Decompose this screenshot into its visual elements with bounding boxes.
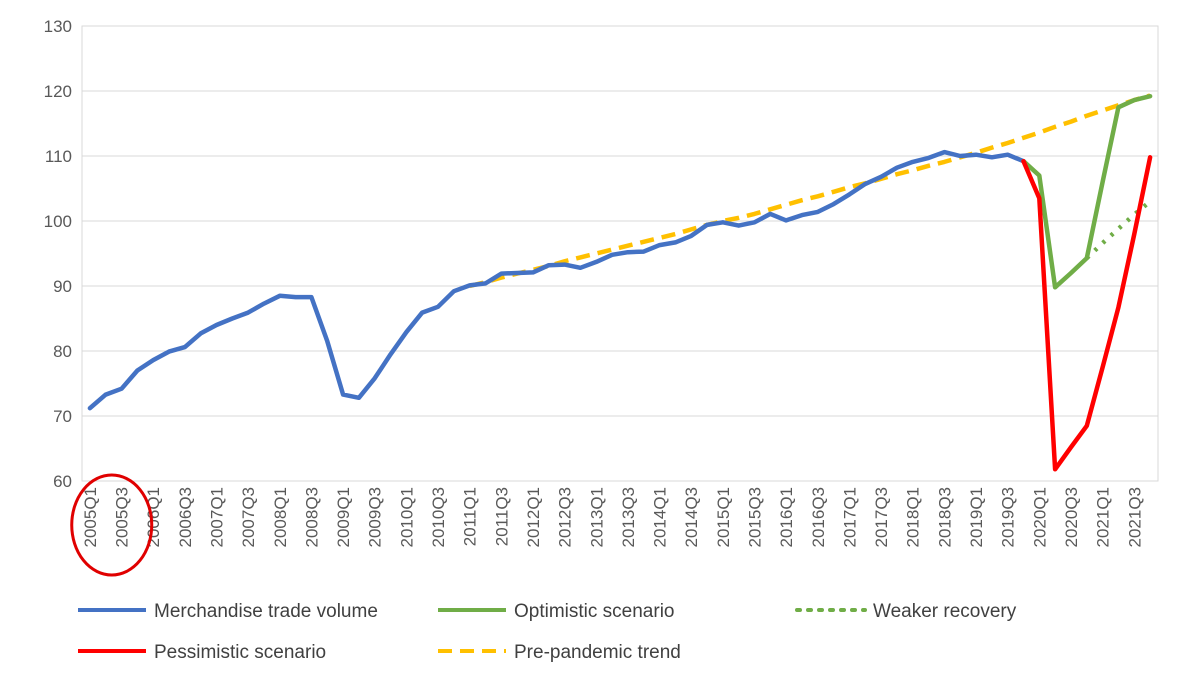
legend-item-pessimistic-scenario: Pessimistic scenario — [78, 642, 326, 663]
legend-label: Weaker recovery — [873, 601, 1017, 622]
x-tick-label: 2017Q1 — [840, 487, 859, 548]
x-tick-label: 2012Q1 — [524, 487, 543, 548]
x-tick-label: 2006Q3 — [176, 487, 195, 548]
y-tick-label: 100 — [44, 212, 72, 231]
series-line-merchandise-trade-volume — [87, 149, 1026, 411]
legend-item-weaker-recovery: Weaker recovery — [795, 601, 1017, 622]
legend-label: Pre-pandemic trend — [514, 642, 681, 663]
legend-item-merchandise-trade-volume: Merchandise trade volume — [78, 601, 378, 622]
y-tick-label: 90 — [53, 277, 72, 296]
x-tick-label: 2014Q3 — [682, 487, 701, 548]
legend-label: Pessimistic scenario — [154, 642, 326, 663]
legend: Merchandise trade volume Optimistic scena… — [78, 601, 1017, 663]
x-tick-label: 2010Q3 — [429, 487, 448, 548]
x-tick-label: 2015Q1 — [714, 487, 733, 548]
x-tick-label: 2018Q3 — [935, 487, 954, 548]
x-tick-label: 2021Q3 — [1125, 487, 1144, 548]
x-tick-label: 2011Q1 — [461, 487, 480, 546]
y-tick-label: 70 — [53, 407, 72, 426]
x-tick-label: 2020Q1 — [1030, 487, 1049, 548]
legend-item-pre-pandemic-trend: Pre-pandemic trend — [438, 642, 681, 663]
y-tick-label: 120 — [44, 82, 72, 101]
legend-item-optimistic-scenario: Optimistic scenario — [438, 601, 675, 622]
x-tick-label: 2005Q1 — [81, 487, 100, 548]
x-tick-label: 2015Q3 — [746, 487, 765, 548]
x-tick-label: 2016Q3 — [809, 487, 828, 548]
x-tick-label: 2016Q1 — [777, 487, 796, 548]
y-tick-label: 110 — [45, 147, 72, 166]
x-tick-label: 2020Q3 — [1062, 487, 1081, 548]
x-tick-label: 2013Q1 — [587, 487, 606, 548]
x-tick-label: 2013Q3 — [619, 487, 638, 548]
legend-label: Optimistic scenario — [514, 601, 675, 622]
y-tick-label: 60 — [53, 472, 72, 491]
x-tick-label: 2011Q3 — [492, 487, 511, 546]
plot-area-border — [81, 25, 1159, 482]
x-tick-label: 2007Q3 — [239, 487, 258, 548]
y-axis-tick-labels: 60 70 80 90 100 110 120 130 — [44, 17, 72, 491]
series-line-pre-pandemic-trend — [469, 93, 1151, 289]
x-tick-label: 2018Q1 — [904, 487, 923, 548]
x-tick-label: 2005Q3 — [113, 487, 132, 548]
y-tick-label: 130 — [44, 17, 72, 36]
series-lines — [87, 93, 1153, 472]
x-tick-label: 2008Q3 — [302, 487, 321, 548]
x-tick-label: 2007Q1 — [208, 487, 227, 548]
x-tick-label: 2006Q1 — [144, 487, 163, 548]
x-tick-label: 2019Q1 — [967, 487, 986, 548]
x-tick-label: 2009Q1 — [334, 487, 353, 548]
legend-label: Merchandise trade volume — [154, 601, 378, 622]
x-tick-label: 2014Q1 — [651, 487, 670, 548]
annotation — [70, 473, 154, 577]
x-tick-label: 2021Q1 — [1094, 487, 1113, 548]
x-tick-label: 2008Q1 — [271, 487, 290, 548]
series-line-pessimistic-scenario — [1021, 155, 1153, 472]
annotation-circle — [70, 473, 154, 577]
x-tick-label: 2009Q3 — [366, 487, 385, 548]
y-tick-label: 80 — [53, 342, 72, 361]
x-tick-label: 2019Q3 — [999, 487, 1018, 548]
x-tick-label: 2010Q1 — [397, 487, 416, 548]
x-tick-label: 2012Q3 — [556, 487, 575, 548]
x-tick-label: 2017Q3 — [872, 487, 891, 548]
